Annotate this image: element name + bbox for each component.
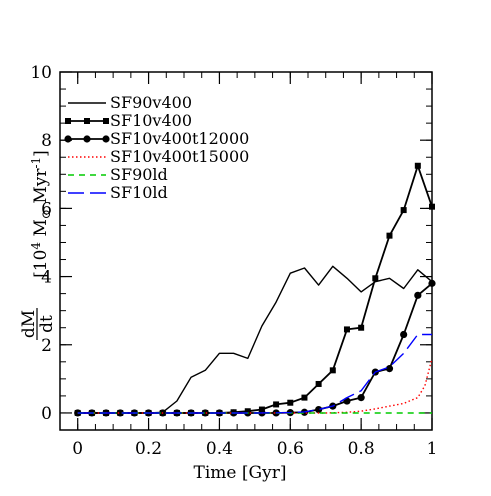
y-tick-label: 0 (41, 404, 52, 424)
y-tick-label: 4 (41, 268, 52, 288)
data-point-square (343, 326, 350, 333)
legend-swatch-marker (84, 118, 90, 124)
legend-label: SF10v400 (110, 111, 192, 130)
data-point-square (329, 367, 336, 374)
y-axis-title-numerator: dM (19, 310, 39, 338)
y-units-close: ] (31, 150, 51, 157)
data-point-circle (385, 365, 394, 373)
legend-entry: SF90v400 (68, 93, 192, 112)
data-point-circle (400, 330, 408, 339)
plot-border (59, 71, 433, 431)
y-tick-label: 2 (41, 336, 52, 356)
y-units-exponent: 4 (29, 242, 43, 250)
legend-swatch-marker (102, 135, 110, 143)
x-tick-label: 0.6 (277, 439, 304, 459)
data-point-square (400, 207, 407, 214)
legend-label: SF90ld (110, 165, 168, 184)
data-point-circle (315, 405, 323, 414)
legend-entry: SF90ld (68, 165, 168, 184)
legend-entry: SF10ld (68, 183, 168, 202)
x-tick-label: 1 (427, 439, 438, 459)
data-point-square (315, 380, 322, 387)
y-tick-label: 10 (30, 63, 52, 83)
data-point-square (273, 401, 280, 408)
series-SF10ld (77, 333, 432, 414)
data-point-circle (116, 409, 124, 417)
data-point-square (386, 232, 393, 239)
data-point-circle (428, 279, 436, 287)
series-line (77, 333, 432, 414)
legend-label: SF10ld (110, 183, 168, 202)
legend-swatch-marker (64, 135, 72, 143)
data-point-square (372, 275, 379, 282)
legend-entry: SF10v400 (65, 111, 192, 130)
data-point-square (301, 394, 308, 401)
data-point-circle (201, 409, 209, 417)
series-line (77, 282, 433, 414)
data-point-circle (357, 394, 365, 402)
x-tick-label: 0.8 (348, 439, 375, 459)
data-point-square (358, 324, 365, 331)
legend-swatch-marker (83, 135, 91, 143)
data-point-square (414, 162, 421, 169)
series-line (77, 265, 433, 414)
series-line (77, 164, 433, 414)
series-SF90v400 (77, 265, 433, 414)
y-tick-label: 6 (41, 199, 52, 219)
x-axis-title: Time [Gyr] (194, 463, 287, 483)
y-units-time: Myr (31, 168, 51, 209)
x-tick-label: 0 (72, 439, 83, 459)
data-point-square (429, 203, 435, 210)
legend-label: SF10v400t15000 (110, 147, 249, 166)
legend-entry: SF10v400t12000 (64, 129, 249, 148)
series-layer (74, 162, 436, 417)
plot-frame (59, 71, 433, 431)
legend-label: SF90v400 (110, 93, 192, 112)
legend-label: SF10v400t12000 (110, 129, 249, 148)
x-tick-label: 0.2 (135, 439, 162, 459)
y-axis-title-units: [104 M⊙ Myr-1] (29, 150, 53, 278)
y-axis-title-denominator: dt (37, 315, 57, 333)
y-units-exponent-2: -1 (29, 157, 43, 169)
legend-entry: SF10v400t15000 (68, 147, 249, 166)
data-point-square (287, 399, 294, 406)
x-tick-label: 0.4 (206, 439, 233, 459)
series-SF10v400t15000 (77, 358, 433, 414)
series-SF10v400t12000 (74, 279, 436, 417)
y-units-mass: M (31, 219, 51, 242)
series-line (77, 358, 433, 414)
legend-swatch-marker (103, 118, 109, 124)
y-units-prefix: [10 (31, 250, 51, 278)
y-tick-label: 8 (41, 131, 52, 151)
y-units-sun-symbol: ⊙ (39, 209, 53, 219)
y-axis-title: dM dt [104 M⊙ Myr-1] (19, 150, 57, 340)
legend: SF90v400SF10v400SF10v400t12000SF10v400t1… (64, 93, 249, 202)
legend-swatch-marker (65, 118, 71, 124)
data-point-circle (414, 291, 422, 299)
